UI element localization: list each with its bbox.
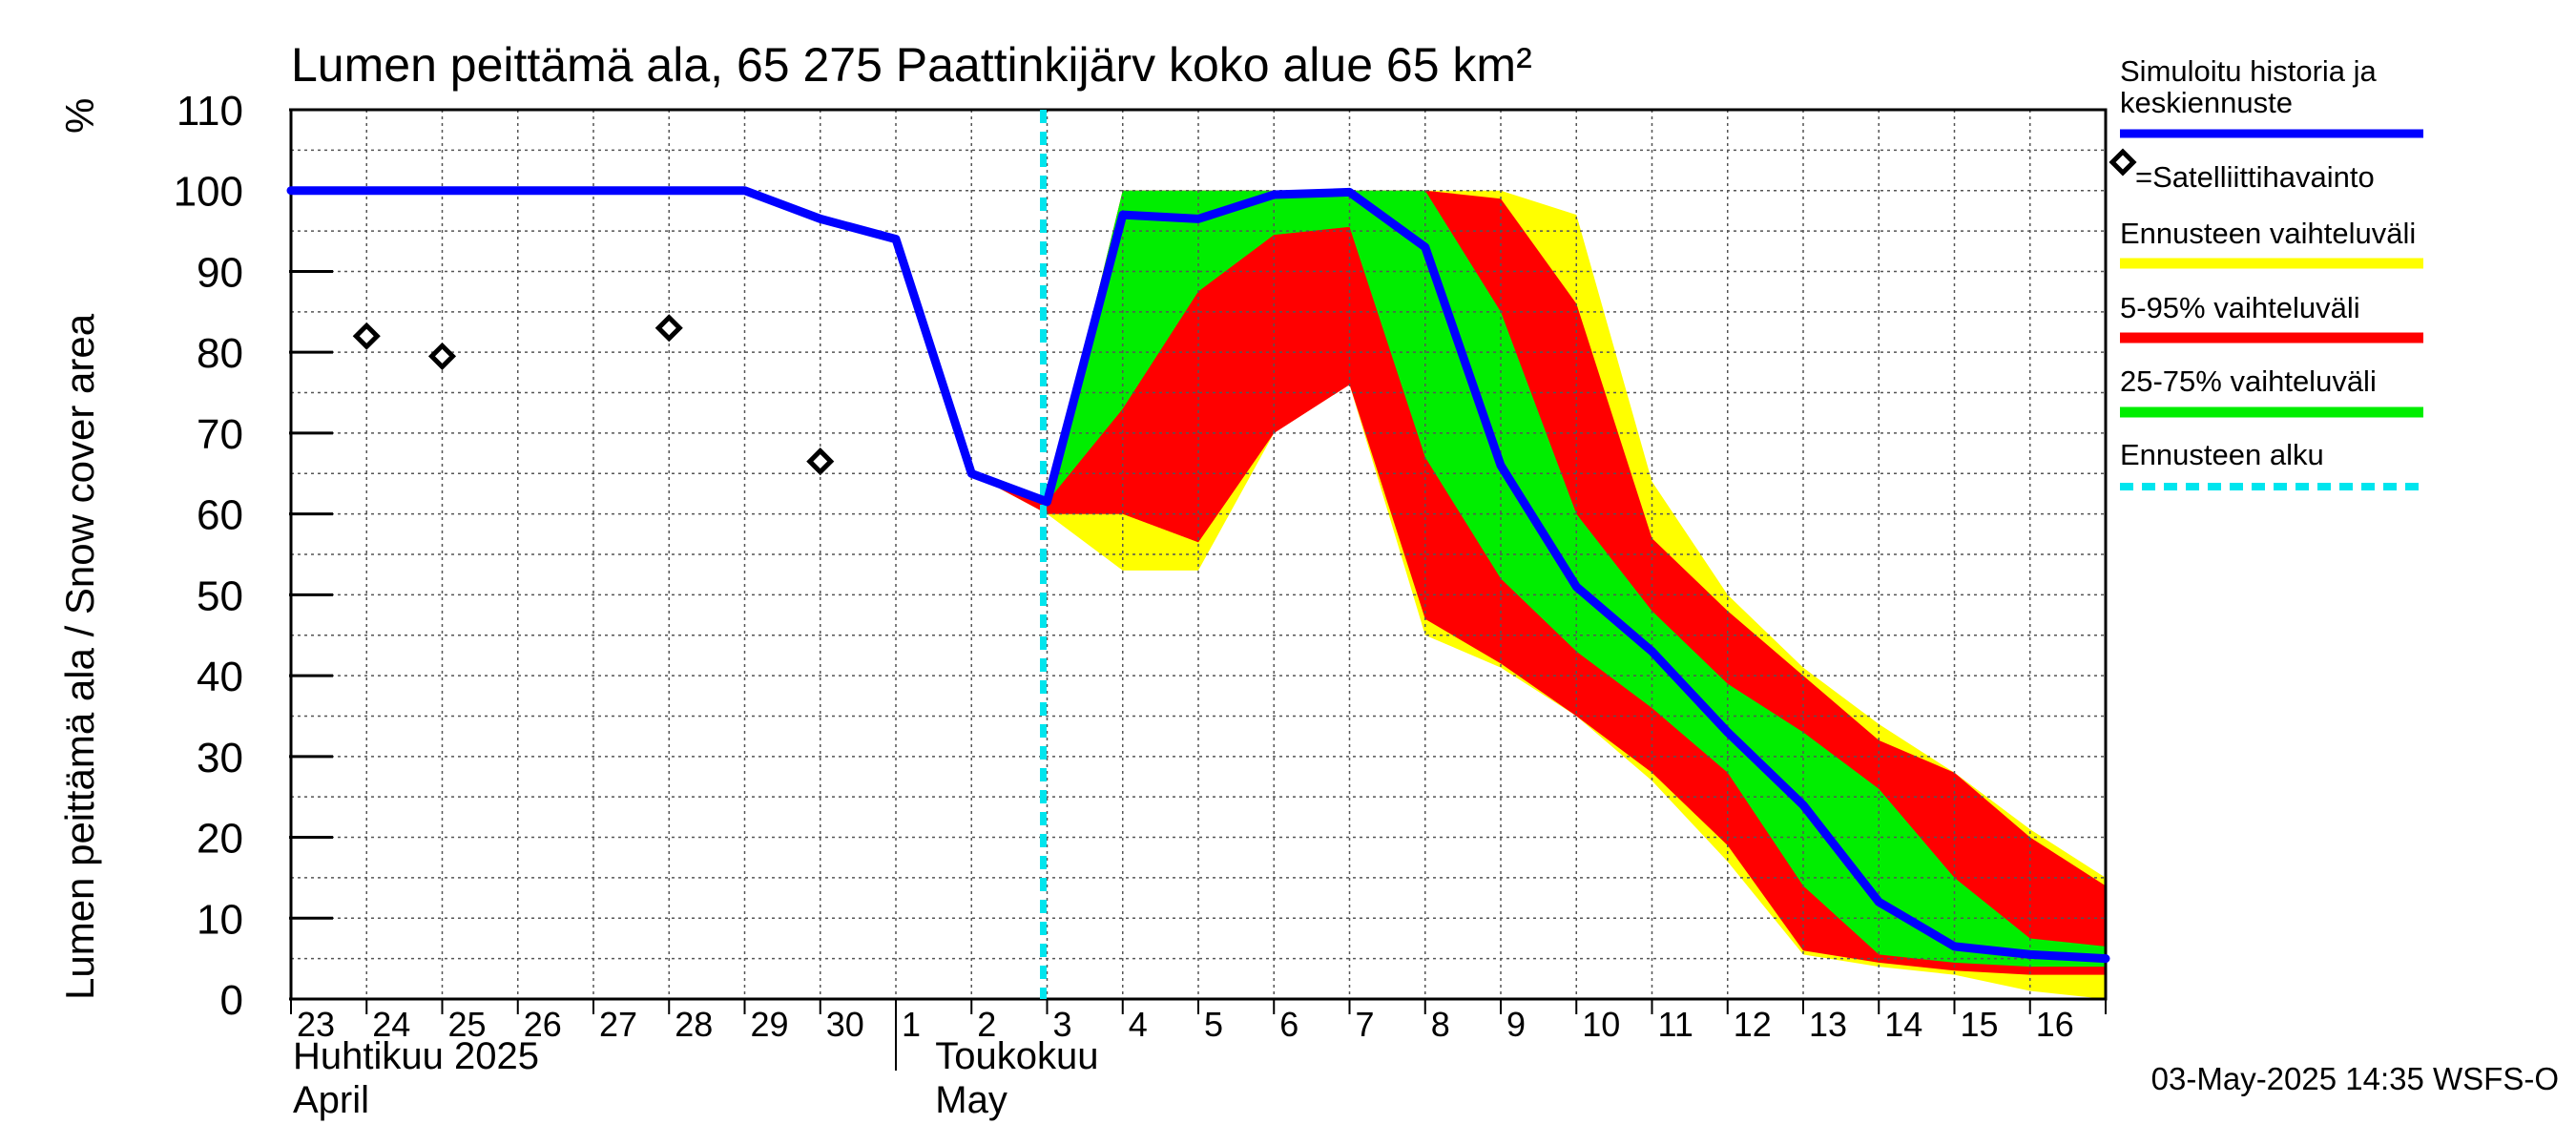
x-tick-label: 5 [1204,1005,1223,1044]
month-label-en: May [935,1079,1008,1121]
month-label-en: April [293,1079,369,1121]
x-tick-label: 1 [902,1005,921,1044]
x-tick-label: 13 [1809,1005,1847,1044]
satellite-point [654,314,683,343]
month-label: Huhtikuu 2025 [293,1035,539,1077]
y-tick-label: 30 [197,735,243,781]
x-tick-label: 14 [1884,1005,1922,1044]
x-tick-label: 3 [1053,1005,1072,1044]
month-label: Toukokuu [935,1035,1098,1077]
median-line [286,186,2110,964]
legend-label-range: Ennusteen vaihteluväli [2120,217,2416,250]
x-tick-label: 30 [826,1005,864,1044]
satellite-point [352,322,381,350]
x-tick-label: 10 [1582,1005,1620,1044]
y-tick-label: 0 [220,977,243,1024]
x-tick-label: 26 [524,1005,562,1044]
x-tick-label: 27 [599,1005,637,1044]
x-tick-label: 24 [372,1005,410,1044]
x-tick-label: 25 [448,1005,487,1044]
x-tick-label: 23 [297,1005,335,1044]
y-tick-label: 50 [197,572,243,619]
legend-label-p5-95: 5-95% vaihteluväli [2120,291,2360,324]
legend-label-median: Simuloitu historia ja [2120,54,2378,88]
legend-label-median-2: keskiennuste [2120,86,2293,119]
y-tick-label: 20 [197,816,243,863]
y-axis-label: Lumen peittämä ala / Snow cover area [57,313,102,1000]
y-tick-label: 100 [174,169,243,216]
x-tick-label: 15 [1961,1005,1999,1044]
x-tick-label: 16 [2036,1005,2074,1044]
x-tick-label: 2 [977,1005,996,1044]
y-tick-label: 40 [197,654,243,700]
y-axis-unit: % [57,98,102,134]
y-tick-label: 10 [197,896,243,943]
y-tick-label: 70 [197,411,243,458]
satellite-point [806,448,835,476]
legend-label-p25-75: 25-75% vaihteluväli [2120,364,2377,398]
x-tick-label: 6 [1279,1005,1298,1044]
x-tick-label: 9 [1506,1005,1526,1044]
legend-label-satellite: =Satelliittihavainto [2135,160,2375,194]
timestamp: 03-May-2025 14:35 WSFS-O [2151,1061,2559,1096]
y-tick-label: 90 [197,249,243,296]
y-tick-label: 80 [197,330,243,377]
legend-label-forecast-start: Ennusteen alku [2120,438,2324,471]
x-tick-label: 29 [751,1005,789,1044]
x-tick-label: 7 [1356,1005,1375,1044]
chart-title: Lumen peittämä ala, 65 275 Paattinkijärv… [291,38,1532,92]
y-tick-label: 110 [177,88,243,135]
legend-swatch-satellite [2109,148,2137,177]
satellite-point [427,342,457,370]
x-tick-label: 11 [1658,1005,1693,1044]
x-tick-label: 12 [1734,1005,1772,1044]
y-tick-label: 60 [197,492,243,539]
x-tick-label: 28 [675,1005,713,1044]
x-tick-label: 4 [1129,1005,1148,1044]
x-tick-label: 8 [1431,1005,1450,1044]
